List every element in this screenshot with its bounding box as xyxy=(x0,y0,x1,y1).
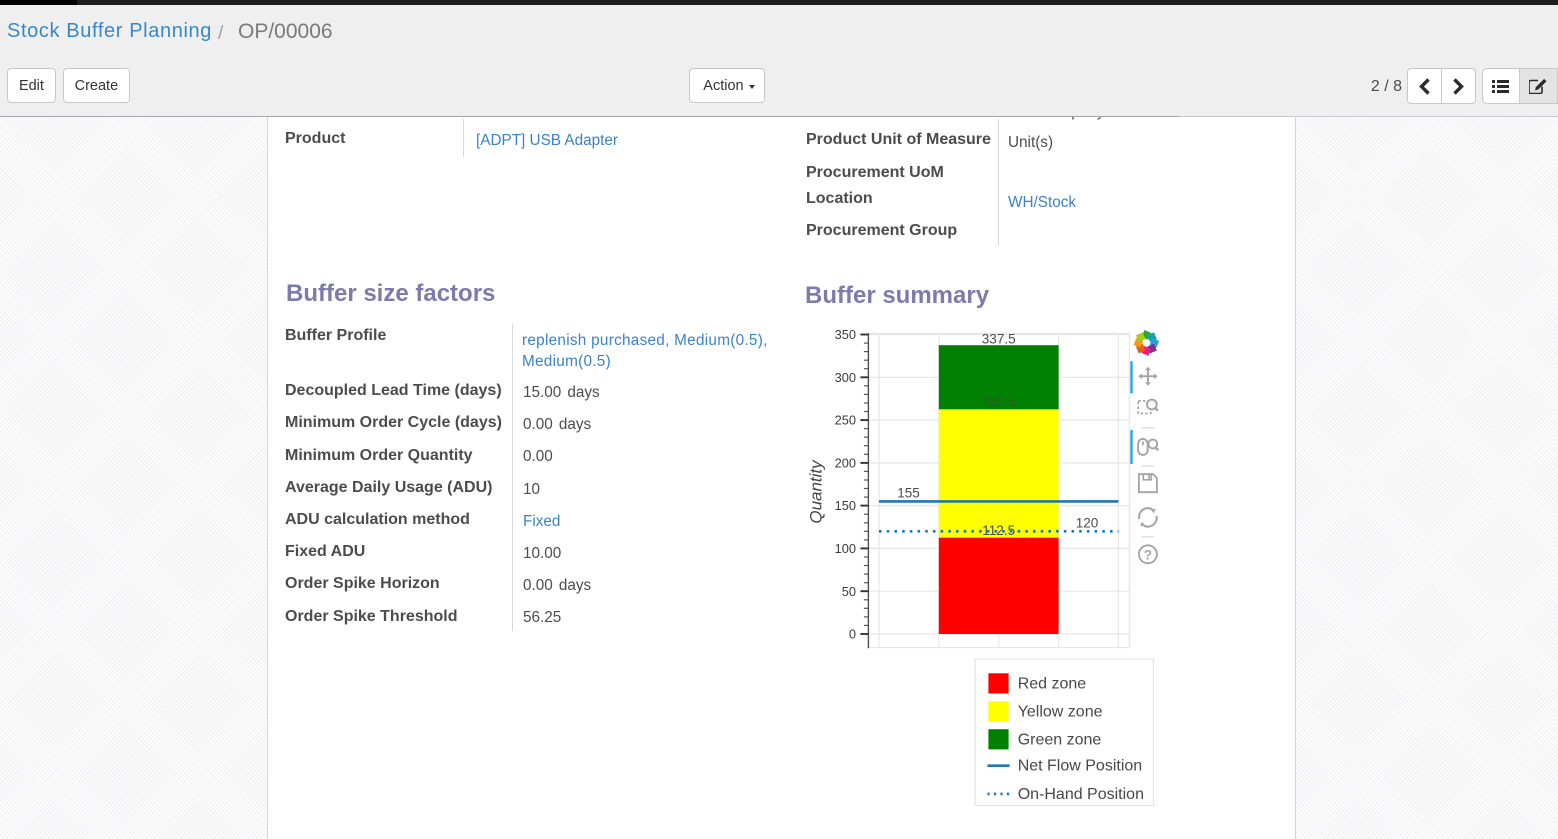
svg-text:Red zone: Red zone xyxy=(1018,675,1087,692)
svg-text:0: 0 xyxy=(849,627,856,642)
svg-text:250: 250 xyxy=(835,413,856,428)
svg-text:Net Flow Position: Net Flow Position xyxy=(1018,758,1142,775)
svg-text:200: 200 xyxy=(835,456,856,471)
svg-text:Quantity: Quantity xyxy=(807,459,826,524)
svg-text:On-Hand Position: On-Hand Position xyxy=(1018,786,1144,803)
svg-text:Green zone: Green zone xyxy=(1018,731,1102,748)
svg-text:112.5: 112.5 xyxy=(982,523,1015,538)
svg-text:50: 50 xyxy=(842,584,856,599)
svg-text:120: 120 xyxy=(1076,515,1099,530)
svg-text:150: 150 xyxy=(835,498,856,513)
svg-text:Yellow zone: Yellow zone xyxy=(1018,703,1103,720)
svg-text:155: 155 xyxy=(897,486,920,501)
svg-text:337.5: 337.5 xyxy=(982,331,1016,346)
svg-text:100: 100 xyxy=(835,541,856,556)
svg-text:?: ? xyxy=(1144,547,1152,562)
svg-text:350: 350 xyxy=(835,327,856,342)
svg-text:262.5: 262.5 xyxy=(982,394,1016,409)
svg-text:300: 300 xyxy=(835,370,856,385)
